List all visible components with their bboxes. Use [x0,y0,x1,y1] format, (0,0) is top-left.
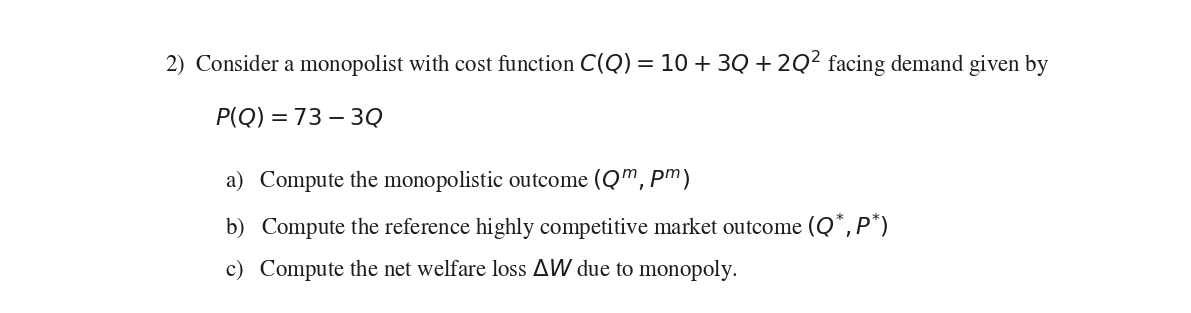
Text: 2)  Consider a monopolist with cost function $C(Q)=10+3Q+2Q^{2}$ facing demand g: 2) Consider a monopolist with cost funct… [166,49,1049,79]
Text: a)   Compute the monopolistic outcome $(Q^{m},P^{m})$: a) Compute the monopolistic outcome $(Q^… [225,168,690,195]
Text: b)   Compute the reference highly competitive market outcome $(Q^{*},P^{*})$: b) Compute the reference highly competit… [225,212,888,243]
Text: c)   Compute the net welfare loss $\Delta W$ due to monopoly.: c) Compute the net welfare loss $\Delta … [225,257,737,283]
Text: $P(Q)=73-3Q$: $P(Q)=73-3Q$ [216,105,384,129]
